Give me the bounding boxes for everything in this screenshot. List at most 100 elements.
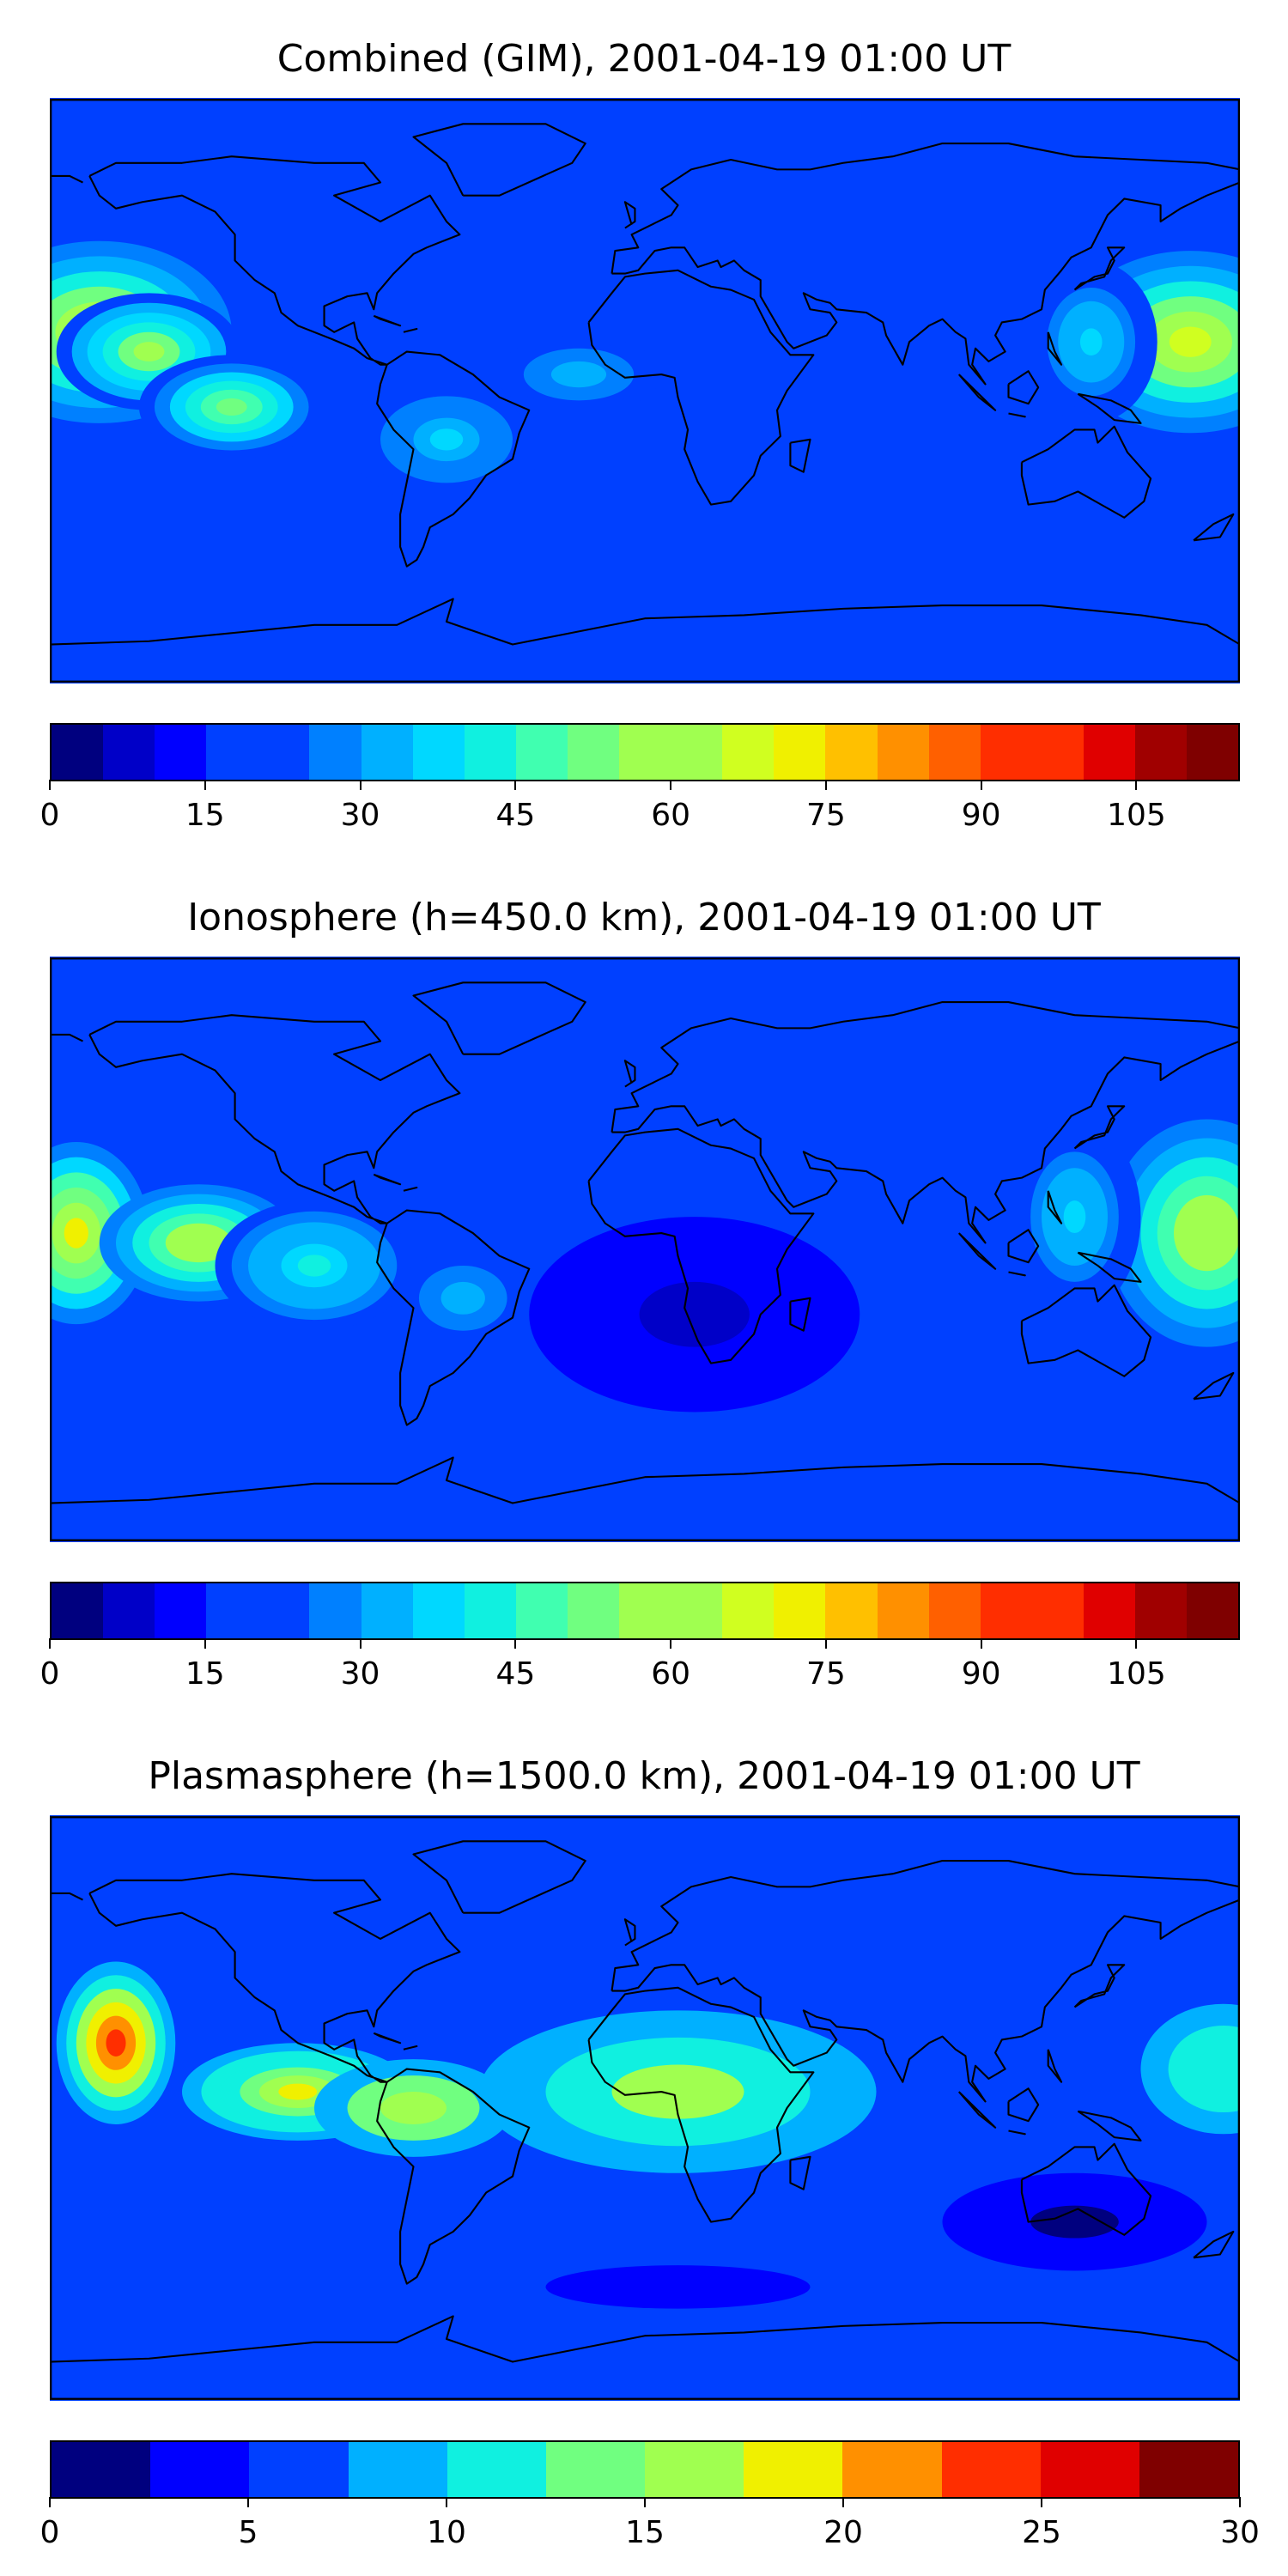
coastline (412, 123, 586, 197)
colorbar-tick-label: 105 (1107, 798, 1166, 833)
coastline (50, 1892, 83, 1901)
colorbar-tick (514, 780, 517, 790)
map-frame (50, 1816, 1240, 2400)
colorbar-swatch (774, 725, 826, 780)
coastline (1193, 1371, 1235, 1400)
contour-region (1195, 2047, 1240, 2091)
colorbar-swatch (980, 725, 1032, 780)
colorbar-tick (514, 1638, 517, 1649)
colorbar-swatch (567, 1583, 620, 1638)
coastline (1077, 1251, 1142, 1283)
contour-region (452, 1290, 475, 1307)
colorbar-swatch (103, 725, 155, 780)
colorbar-plasmasphere (50, 2440, 1240, 2499)
coastline (373, 2032, 402, 2044)
colorbar-swatch (877, 1583, 929, 1638)
colorbar-ticks-plasmasphere: 0 5 10 15 20 25 30 (40, 2497, 1260, 2550)
colorbar-swatch (877, 725, 929, 780)
colorbar-swatch (619, 725, 671, 780)
colorbar-swatch (52, 725, 104, 780)
coastline (1193, 2230, 1235, 2259)
colorbar-tick (359, 1638, 361, 1649)
map-ionosphere (50, 957, 1240, 1542)
colorbar-swatch (928, 1583, 981, 1638)
coastline (373, 1173, 402, 1186)
colorbar-swatch (103, 1583, 155, 1638)
coastline (957, 2091, 997, 2129)
contour-region (1030, 2205, 1119, 2239)
coastline (88, 155, 461, 366)
colorbar-swatch (258, 725, 310, 780)
colorbar-tick-label: 90 (961, 798, 1001, 833)
coastline (611, 1001, 1240, 1133)
colorbar-tick-label: 90 (961, 1656, 1001, 1692)
coastline (587, 269, 815, 506)
colorbar-swatch (515, 1583, 568, 1638)
colorbar-tick-label: 5 (238, 2515, 258, 2550)
coastline (611, 1040, 1240, 1244)
colorbar-swatch (1083, 725, 1135, 780)
colorbar-swatch (515, 725, 568, 780)
contour-region (564, 368, 593, 381)
colorbar-swatch (645, 2442, 744, 2497)
colorbar-tick-label: 60 (651, 798, 691, 833)
coastline (412, 1840, 586, 1914)
colorbar-tick (980, 1638, 982, 1649)
map-title-plasmasphere: Plasmasphere (h=1500.0 km), 2001-04-19 0… (148, 1754, 1140, 1798)
coastline (623, 201, 636, 229)
colorbar-tick-label: 60 (651, 1656, 691, 1692)
colorbar-swatch (206, 1583, 258, 1638)
colorbar-swatch (150, 2442, 250, 2497)
colorbar-swatch (722, 725, 775, 780)
contour-region (611, 2275, 744, 2299)
coastline (376, 1209, 531, 1426)
colorbar-tick-label: 30 (340, 1656, 380, 1692)
colorbar-swatch (361, 1583, 413, 1638)
contour-region (1169, 326, 1212, 357)
colorbar-swatch (1031, 1583, 1084, 1638)
coastline (1047, 2049, 1063, 2083)
coastline (1020, 2142, 1152, 2236)
coastline (1007, 370, 1040, 405)
colorbar-tick-label: 25 (1022, 2515, 1061, 2550)
coastline (50, 174, 83, 184)
map-frame (50, 99, 1240, 683)
colorbar-ticks-ionosphere: 0 15 30 45 60 75 90 105 (40, 1638, 1240, 1692)
coastline (587, 1127, 815, 1364)
coastline (1020, 1284, 1152, 1377)
contour-region (297, 1255, 331, 1277)
colorbar-swatch (619, 1583, 671, 1638)
colorbar-swatch (249, 2442, 349, 2497)
contour-region (182, 1233, 216, 1253)
contour-region (1079, 328, 1103, 355)
colorbar-swatch (671, 725, 723, 780)
coastline (88, 1873, 461, 2083)
contour-region (106, 2029, 126, 2057)
map-combined (50, 98, 1240, 683)
colorbar-tick-label: 0 (39, 2515, 60, 2550)
colorbar-tick (670, 1638, 672, 1649)
coastline (1008, 1271, 1026, 1277)
coastline (1077, 392, 1142, 424)
colorbar-tick-label: 75 (806, 798, 846, 833)
colorbar-tick (824, 1638, 827, 1649)
colorbar-swatch (464, 725, 516, 780)
colorbar-swatch (825, 1583, 878, 1638)
colorbar-swatch (980, 1583, 1032, 1638)
colorbar-swatch (928, 725, 981, 780)
colorbar-swatch (744, 2442, 843, 2497)
colorbar-swatch (206, 725, 258, 780)
contour-region (64, 1218, 88, 1249)
colorbar-tick (1135, 780, 1138, 790)
colorbar-swatch (155, 725, 207, 780)
colorbar-tick (980, 780, 982, 790)
map-frame (50, 957, 1240, 1541)
map-plasmasphere (50, 1815, 1240, 2401)
coastline (1008, 2129, 1026, 2136)
colorbar-tick-label: 105 (1107, 1656, 1166, 1692)
colorbar-swatch (671, 1583, 723, 1638)
colorbar-swatch (155, 1583, 207, 1638)
colorbar-swatch (1134, 1583, 1188, 1638)
colorbar-swatch (464, 1583, 516, 1638)
colorbar-tick (49, 780, 51, 790)
